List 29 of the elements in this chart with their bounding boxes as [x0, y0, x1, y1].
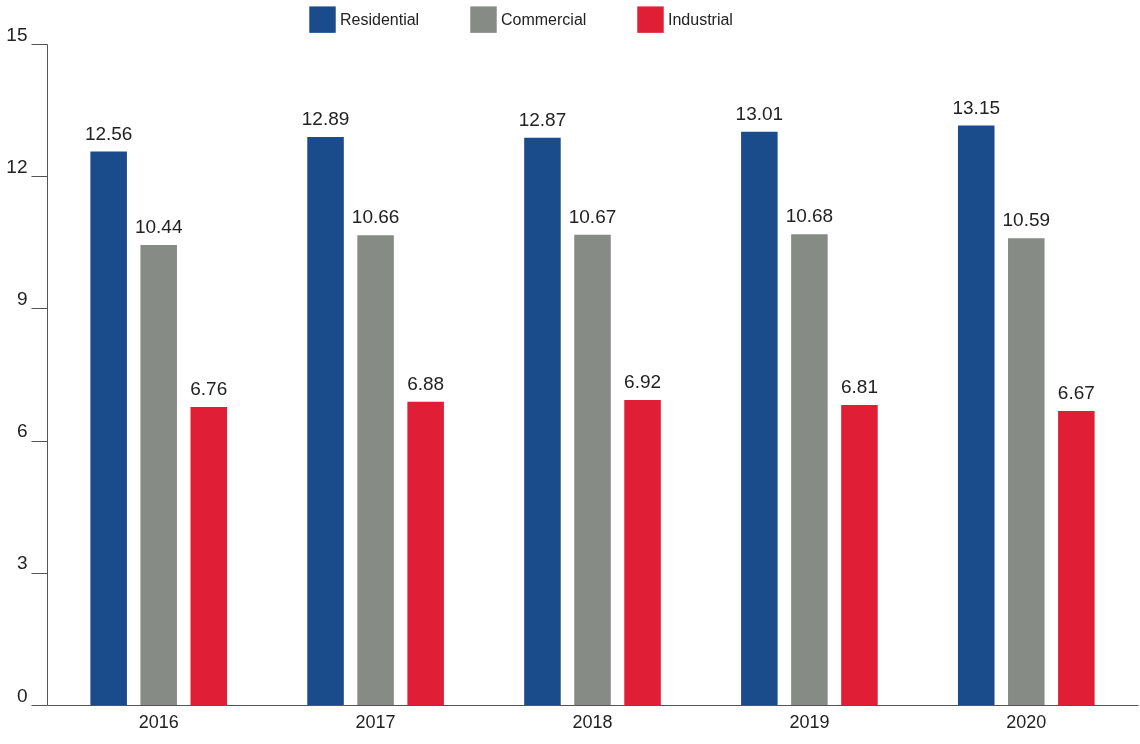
data-label: 6.92 — [624, 371, 662, 393]
data-label: 6.81 — [840, 375, 878, 397]
x-tick-label: 2019 — [789, 711, 830, 732]
y-tick-label: 12 — [6, 155, 28, 177]
data-label: 10.68 — [785, 205, 834, 227]
data-label: 6.76 — [190, 378, 228, 400]
data-label: 6.67 — [1057, 382, 1095, 404]
x-tick-label: 2018 — [572, 711, 613, 732]
x-tick-label: 2020 — [1006, 711, 1047, 732]
y-tick-label: 6 — [16, 420, 28, 442]
y-tick-label: 9 — [16, 287, 28, 309]
data-label: 10.59 — [1002, 209, 1051, 231]
data-label: 12.87 — [518, 108, 567, 130]
y-tick-label: 15 — [6, 23, 28, 45]
data-label: 13.01 — [735, 102, 784, 124]
x-tick-label: 2016 — [138, 711, 179, 732]
data-label: 10.44 — [134, 215, 183, 237]
legend-label: Commercial — [501, 10, 587, 28]
x-tick-label: 2017 — [355, 711, 396, 732]
y-tick-label: 3 — [16, 552, 28, 574]
data-label: 12.89 — [301, 107, 350, 129]
data-label: 6.88 — [407, 372, 445, 394]
data-label: 12.56 — [84, 122, 133, 144]
legend-label: Industrial — [668, 10, 733, 28]
data-label: 13.15 — [952, 96, 1001, 118]
legend-label: Residential — [340, 10, 420, 28]
data-label: 10.66 — [351, 206, 400, 228]
data-label: 10.67 — [568, 205, 617, 227]
y-tick-label: 0 — [16, 684, 28, 706]
